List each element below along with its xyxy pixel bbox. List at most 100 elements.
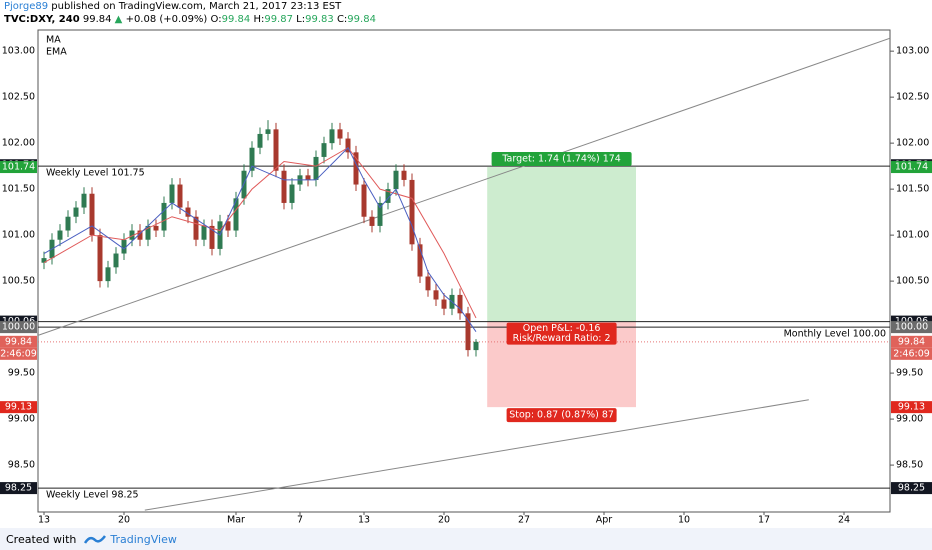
last: 99.84 — [82, 14, 112, 25]
pnl-label: Open P&L: -0.16 — [523, 323, 601, 334]
y-tick-label: 100.50 — [896, 276, 929, 287]
candle-body — [457, 294, 463, 314]
candle-body — [113, 253, 119, 268]
candle-body — [385, 189, 391, 203]
stop-label: Stop: 0.87 (0.87%) 87 — [509, 410, 614, 421]
y-tick-label-left: 99.00 — [8, 414, 35, 425]
candle-body — [73, 207, 79, 217]
candle-body — [193, 216, 199, 240]
o: 99.84 — [221, 14, 251, 25]
price-badge — [891, 161, 932, 174]
candle-body — [201, 225, 207, 240]
candle-body — [57, 230, 63, 240]
symbol: TVC:DXY, 240 — [4, 14, 80, 25]
x-tick-label: Mar — [227, 515, 245, 526]
price-badge-label: 99.84 — [898, 336, 925, 347]
plot-frame — [37, 29, 891, 513]
y-tick-label-left: 100.50 — [2, 276, 35, 287]
candle-body — [129, 230, 135, 240]
legend-ema: EMA — [46, 47, 67, 58]
candle-body — [369, 216, 375, 226]
candle-body — [313, 156, 319, 180]
candle-body — [433, 290, 439, 300]
x-tick-label: 10 — [678, 515, 690, 526]
candle-body — [81, 193, 87, 208]
indicator-line — [43, 147, 477, 319]
candle-body — [177, 184, 183, 208]
trendline — [37, 37, 891, 336]
x-tick-label: 20 — [118, 515, 130, 526]
price-badge-label: 98.25 — [5, 483, 32, 494]
price-badge-label: 99.13 — [5, 402, 32, 413]
l-label: L: — [296, 14, 306, 25]
candle-body — [401, 170, 407, 180]
candle-body — [417, 244, 423, 277]
countdown-label: 2:46:09 — [893, 348, 930, 359]
candle-body — [89, 193, 95, 236]
h-label: H: — [253, 14, 265, 25]
countdown-badge — [0, 347, 37, 360]
price-badge — [891, 335, 932, 348]
trendline — [144, 399, 809, 511]
target-label-bg — [491, 152, 632, 167]
published: published on TradingView.com, March 21, … — [51, 1, 342, 12]
candle-body — [169, 184, 175, 203]
change: +0.08 (+0.09%) — [125, 14, 208, 25]
chart: MA EMA 98.50 98.50 99.00 99.00 99.50 99.50 100… — [0, 29, 932, 526]
price-badge-label: 100.00 — [2, 322, 35, 333]
y-tick-label: 98.50 — [896, 460, 923, 471]
candle-body — [145, 225, 151, 240]
target-label: Target: 1.74 (1.74%) 174 — [501, 154, 621, 165]
candle-body — [249, 147, 255, 171]
price-badge — [0, 482, 37, 495]
candle-body — [289, 184, 295, 203]
y-tick-label-left: 102.00 — [2, 138, 35, 149]
candle-body — [105, 267, 111, 282]
y-tick-label: 102.50 — [896, 92, 929, 103]
x-tick-label: 24 — [838, 515, 850, 526]
candle-body — [41, 258, 47, 263]
candle-body — [65, 216, 71, 231]
y-tick-label: 99.00 — [896, 414, 923, 425]
candle-body — [409, 179, 415, 245]
author[interactable]: Pjorge89 — [4, 1, 49, 12]
y-tick-label: 102.00 — [896, 138, 929, 149]
candle-body — [233, 198, 239, 231]
y-tick-label: 101.00 — [896, 230, 929, 241]
candle-body — [329, 129, 335, 144]
c: 99.84 — [347, 14, 376, 25]
y-tick-label-left: 101.50 — [2, 184, 35, 195]
level-label: Monthly Level 100.00 — [784, 329, 886, 340]
price-badge-label: 101.74 — [2, 162, 35, 173]
candle-body — [393, 170, 399, 190]
y-tick-label-left: 98.50 — [8, 460, 35, 471]
price-badge-label: 99.13 — [898, 402, 925, 413]
candle-body — [185, 207, 191, 217]
y-tick-label: 103.00 — [896, 46, 929, 57]
price-badge — [0, 161, 37, 174]
candle-body — [361, 184, 367, 217]
y-tick-label-left: 103.00 — [2, 46, 35, 57]
candle-body — [305, 175, 311, 180]
brand[interactable]: TradingView — [110, 532, 177, 546]
candle-body — [377, 202, 383, 226]
y-tick-label-left: 99.50 — [8, 368, 35, 379]
countdown-badge — [891, 347, 932, 360]
legend-ma: MA — [46, 35, 61, 46]
rr-label: Risk/Reward Ratio: 2 — [513, 333, 611, 344]
level-label: Weekly Level 98.25 — [46, 490, 139, 501]
price-badge — [891, 401, 932, 414]
level-label: Weekly Level 101.75 — [46, 168, 145, 179]
candle-body — [257, 133, 263, 148]
candle-body — [153, 225, 159, 231]
price-badge-label: 100.00 — [895, 322, 928, 333]
candle-body — [473, 341, 479, 351]
footer: Created with TradingView — [0, 528, 932, 550]
x-tick-label: 13 — [358, 515, 370, 526]
candle-body — [353, 152, 359, 185]
candle-body — [161, 202, 167, 231]
x-tick-label: 13 — [38, 515, 50, 526]
candle-body — [425, 276, 431, 291]
price-badge — [0, 321, 37, 334]
candle-body — [137, 230, 143, 240]
